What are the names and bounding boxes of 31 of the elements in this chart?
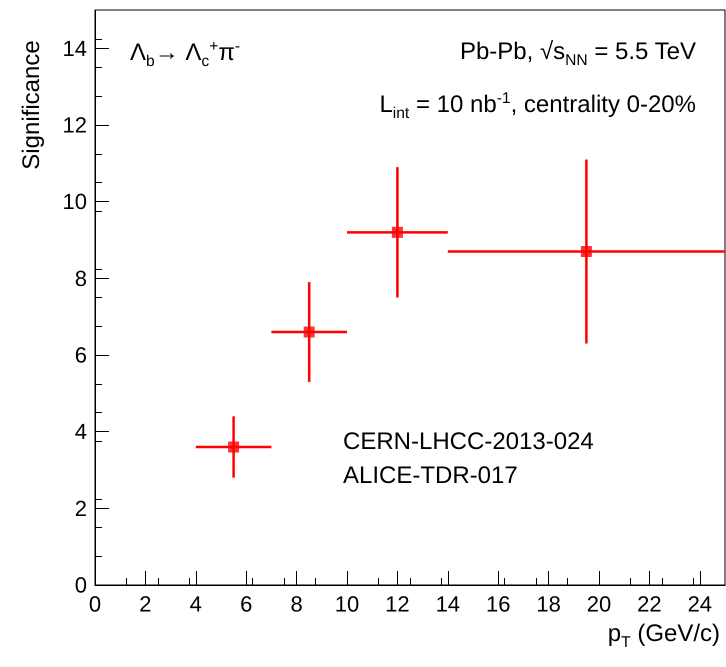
annotation: ALICE-TDR-017 [343, 462, 518, 490]
y-tick-label: 6 [74, 342, 87, 368]
y-tick-label: 14 [62, 36, 87, 61]
y-tick-label: 12 [62, 112, 87, 138]
annotation: CERN-LHCC-2013-024 [343, 428, 594, 456]
x-tick-label: 22 [637, 592, 662, 616]
y-tick-label: 2 [74, 496, 87, 521]
x-tick-label: 8 [290, 592, 303, 616]
x-tick-label: 4 [190, 592, 202, 616]
y-axis-title: Significance [18, 40, 46, 170]
point [580, 246, 592, 257]
x-tick-label: 24 [688, 592, 712, 616]
annotation: Pb-Pb, √s$_{NN}$ = 5.5 TeV [460, 38, 696, 70]
x-axis-title: p$_{T}$ (GeV/c) [608, 620, 720, 652]
x-tick-label: 12 [385, 592, 410, 616]
point [304, 326, 315, 338]
y-tick-label: 8 [74, 266, 87, 291]
annotation: L$_{int}$ = 10 nb$^{-1}$, centrality 0-20% [379, 90, 696, 123]
y-tick-label: 10 [62, 189, 87, 214]
x-tick-label: 10 [334, 592, 360, 616]
annotation: Λ$_{b}$→ Λ$_{c}$$^{+}$π$^{-}$ [130, 38, 240, 71]
x-tick-label: 16 [486, 592, 510, 616]
point [228, 442, 240, 452]
y-tick-label: 0 [74, 572, 87, 598]
x-tick-label: 20 [586, 592, 612, 616]
point [392, 226, 403, 238]
y-tick-label: 4 [74, 419, 87, 444]
x-tick-label: 6 [240, 592, 252, 616]
x-tick-label: 14 [436, 592, 460, 616]
x-tick-label: 18 [536, 592, 561, 616]
x-tick-label: 2 [139, 592, 152, 616]
